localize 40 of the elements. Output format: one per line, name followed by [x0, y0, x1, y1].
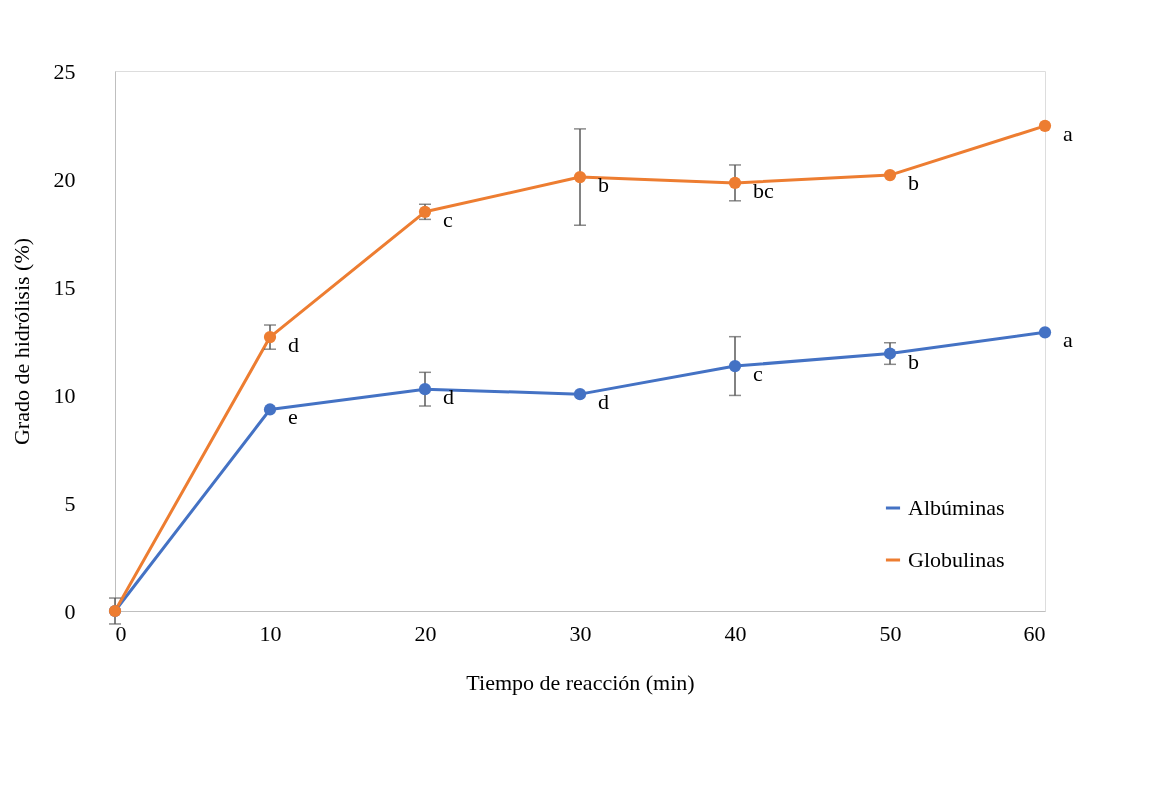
x-tick-label: 10 [259, 620, 282, 646]
annotation: e [288, 404, 298, 430]
point [263, 331, 277, 344]
y-tick-label: 5 [64, 490, 76, 516]
x-axis-title: Tiempo de reacción (min) [466, 669, 695, 695]
annotation: a [1063, 120, 1073, 146]
annotation: c [753, 361, 763, 387]
annotation: a [1063, 327, 1073, 353]
point [418, 383, 432, 396]
point [1038, 119, 1052, 132]
x-tick-label: 0 [115, 620, 127, 646]
legend-label: Globulinas [908, 547, 1005, 572]
x-tick-label: 20 [414, 620, 437, 646]
point [728, 176, 742, 189]
annotation: b [908, 170, 919, 196]
y-tick-label: 15 [53, 274, 76, 300]
x-tick-label: 60 [1023, 620, 1046, 646]
y-tick-label: 0 [64, 598, 76, 624]
y-tick-label: 25 [53, 58, 76, 84]
point [728, 359, 742, 373]
annotation: d [288, 332, 299, 358]
y-tick-label: 10 [53, 382, 76, 408]
annotation: bc [753, 177, 774, 203]
y-tick-label: 20 [53, 166, 76, 192]
point [1038, 326, 1052, 339]
annotation: c [443, 206, 453, 232]
point [883, 347, 897, 360]
x-tick-label: 40 [724, 620, 747, 646]
annotation: b [908, 348, 919, 374]
point [263, 403, 277, 416]
point [573, 170, 587, 184]
point [883, 169, 897, 182]
legend-label: Albúminas [908, 495, 1005, 520]
x-tick-label: 50 [879, 620, 902, 646]
y-axis-title: Grado de hidrólisis (%) [8, 237, 34, 446]
annotation: b [598, 172, 609, 198]
x-tick-label: 30 [569, 620, 592, 646]
annotation: d [598, 389, 609, 415]
point [573, 388, 587, 401]
annotation: d [443, 384, 454, 410]
